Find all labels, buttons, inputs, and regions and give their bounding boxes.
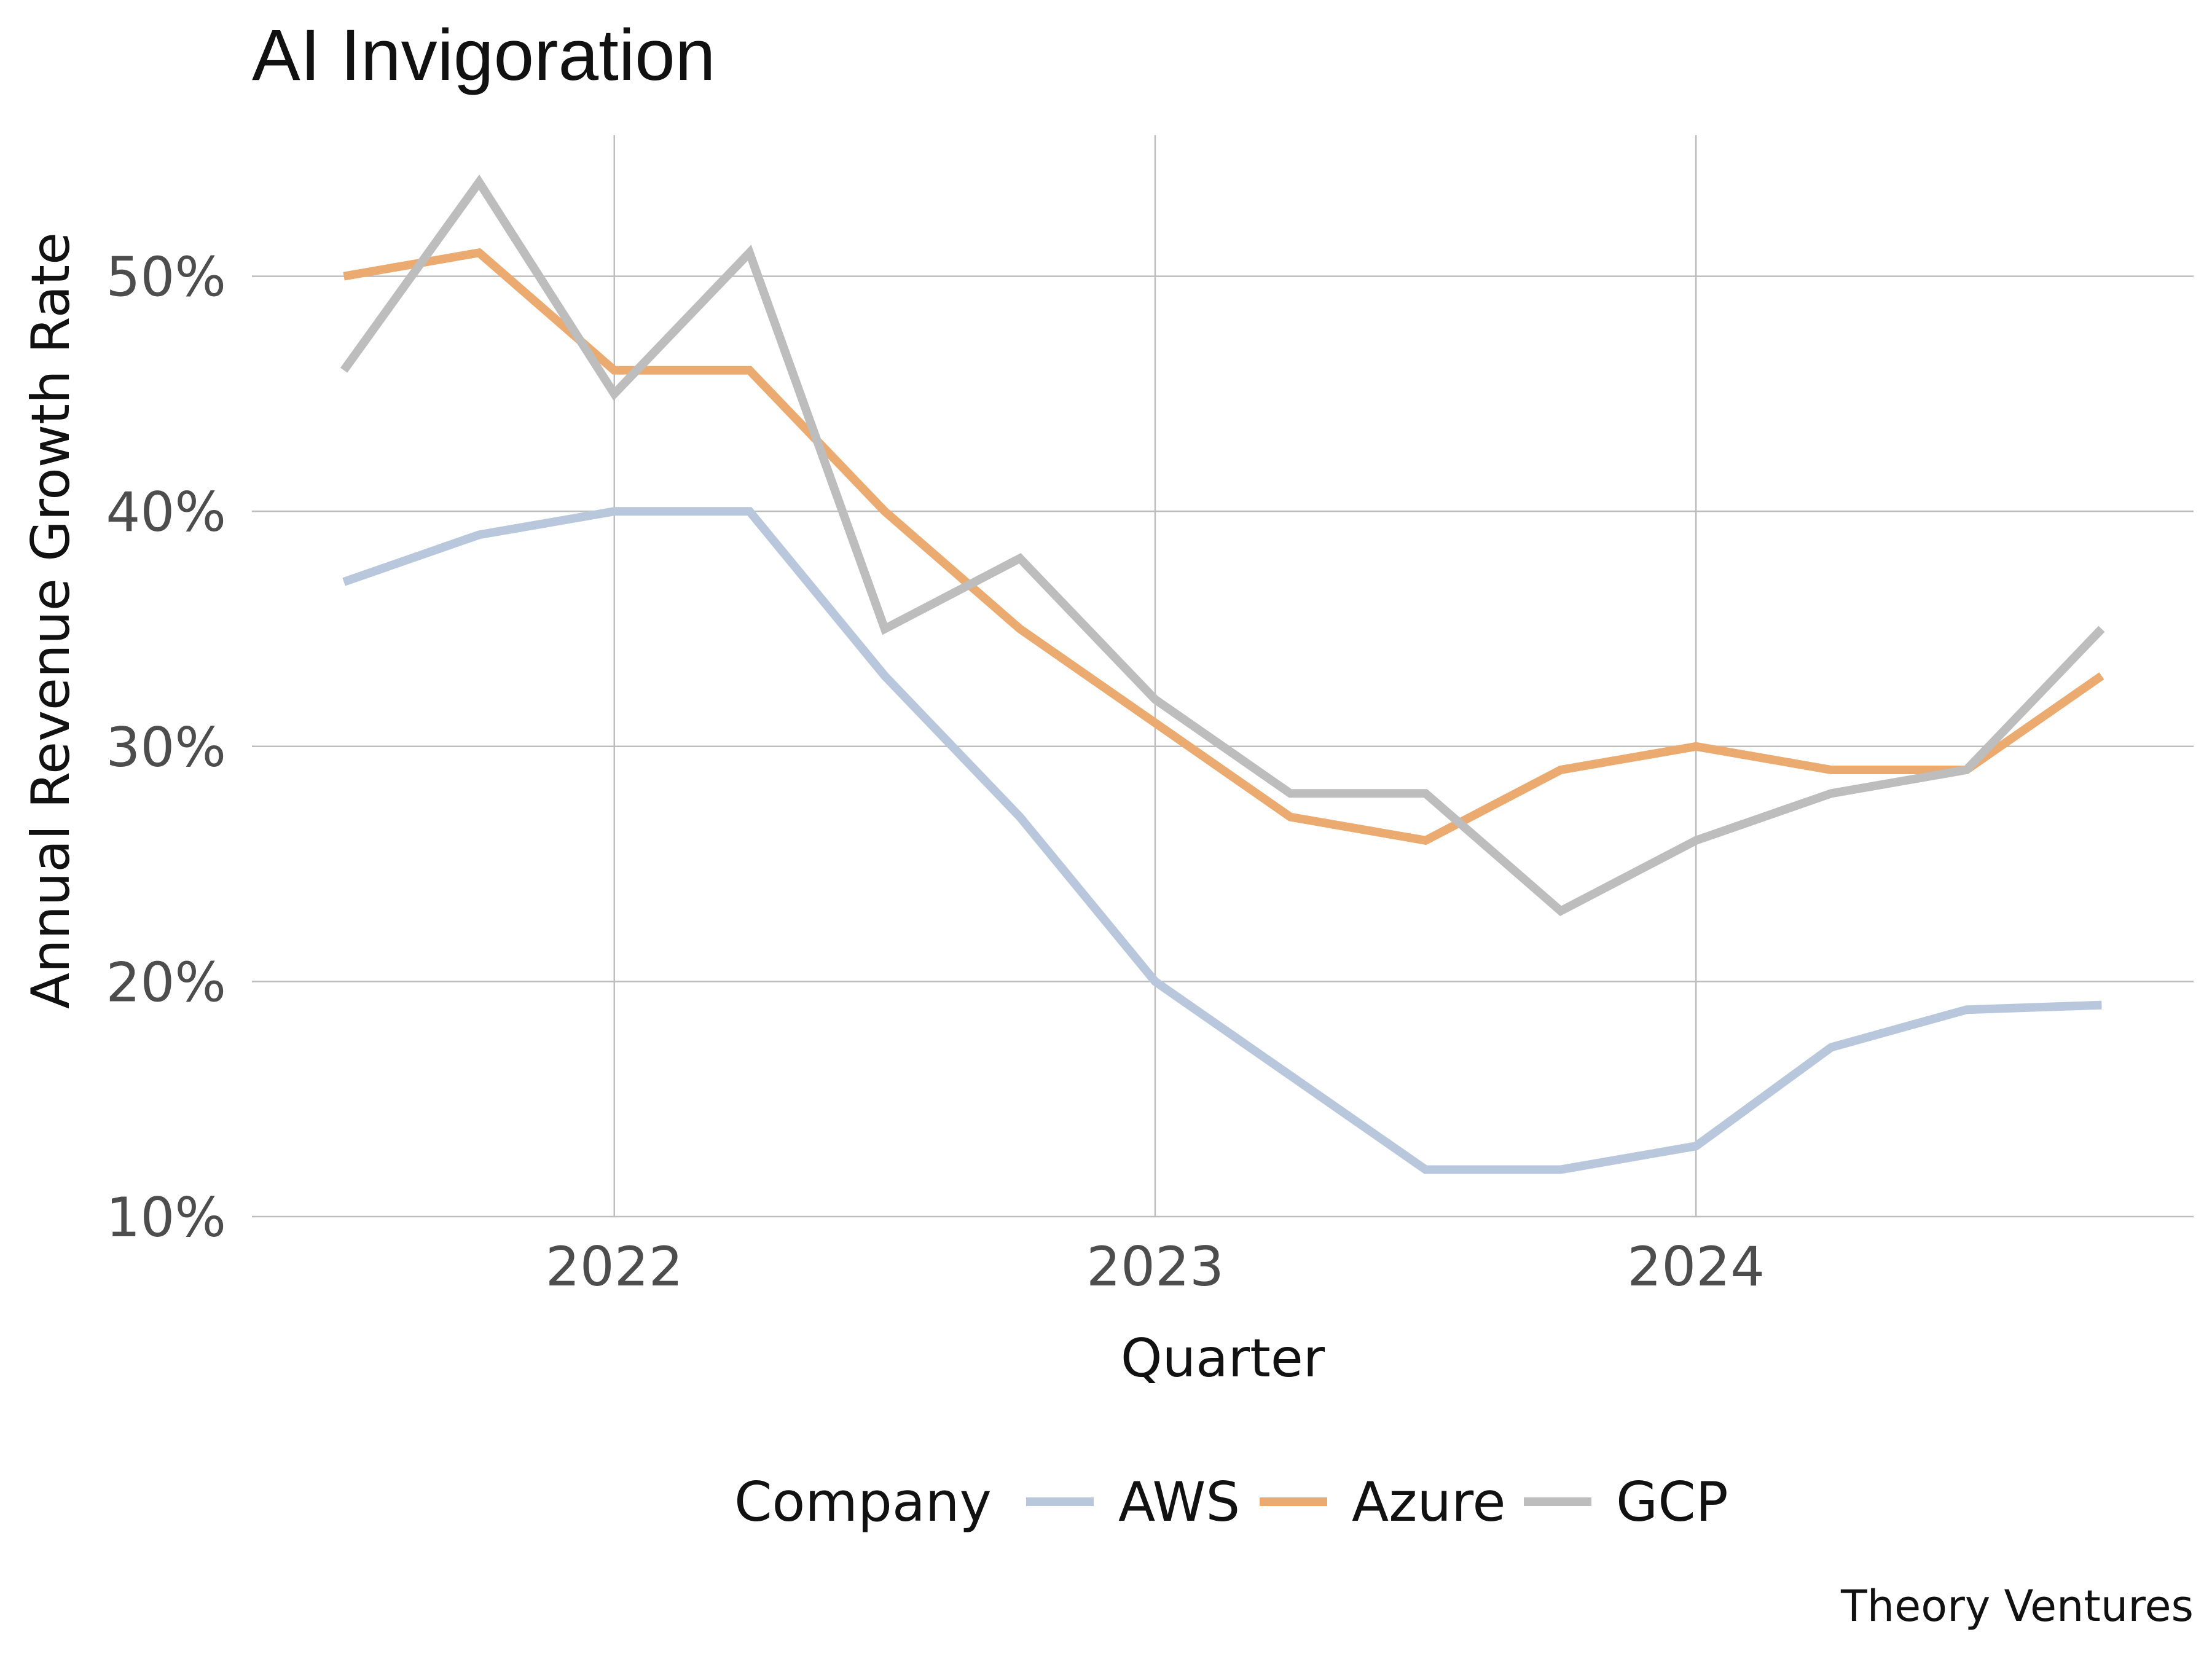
legend-title: Company [734, 1470, 992, 1534]
y-tick-label: 40% [106, 480, 226, 544]
series-lines [340, 175, 2105, 1174]
caption: Theory Ventures [1840, 1581, 2194, 1631]
y-tick-label: 10% [106, 1186, 226, 1249]
legend-label-aws: AWS [1118, 1470, 1240, 1534]
series-line-gcp [340, 175, 2105, 917]
legend: Company AWS Azure GCP [734, 1470, 1728, 1534]
legend-label-gcp: GCP [1616, 1470, 1728, 1534]
y-tick-label: 30% [106, 716, 226, 779]
y-tick-label: 50% [106, 246, 226, 309]
y-tick-label: 20% [106, 951, 226, 1014]
x-tick-label: 2024 [1627, 1235, 1765, 1298]
x-axis-label: Quarter [1121, 1328, 1325, 1389]
x-axis-ticks: 2022 2023 2024 [546, 1235, 1765, 1298]
x-tick-label: 2022 [546, 1235, 683, 1298]
legend-label-azure: Azure [1352, 1470, 1506, 1534]
series-line-aws [342, 507, 2102, 1174]
gridlines [252, 135, 2194, 1218]
x-tick-label: 2023 [1086, 1235, 1224, 1298]
y-axis-ticks: 10% 20% 30% 40% 50% [106, 246, 226, 1249]
chart-title: AI Invigoration [252, 15, 715, 96]
y-axis-label: Annual Revenue Growth Rate [20, 232, 82, 1009]
series-line-azure [343, 248, 2104, 845]
